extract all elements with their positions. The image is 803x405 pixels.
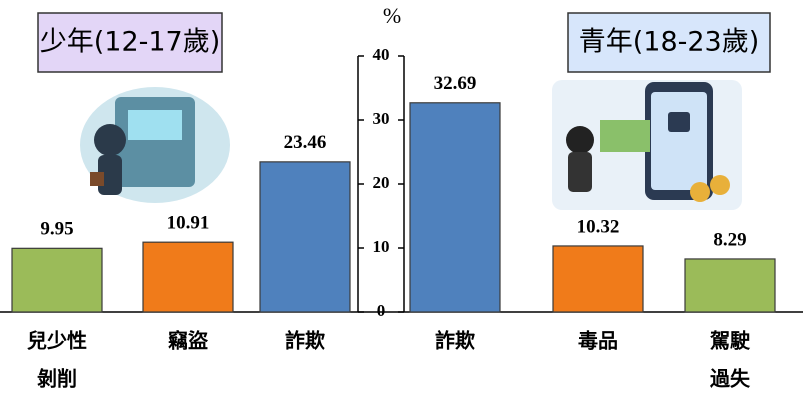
- bar: [409, 102, 501, 313]
- y-tick-label: 10: [373, 237, 390, 256]
- x-tick-label: 詐欺: [285, 329, 325, 353]
- bar: [142, 241, 234, 313]
- x-tick-label: 剝削: [37, 367, 77, 391]
- x-tick-label: 兒少性: [27, 329, 87, 353]
- value-label: 32.69: [434, 73, 477, 94]
- value-label: 9.95: [40, 219, 73, 240]
- bar: [259, 161, 351, 313]
- y-tick-label: 30: [373, 109, 390, 128]
- y-tick-label: 40: [373, 45, 390, 64]
- panel-title: 青年(18-23歲): [579, 27, 760, 58]
- value-label: 23.46: [284, 132, 327, 153]
- value-label: 10.91: [167, 213, 210, 234]
- illustration-atm: [80, 87, 230, 203]
- bar: [684, 258, 776, 313]
- illustration-phone: [552, 80, 742, 210]
- x-tick-label: 詐欺: [435, 329, 475, 353]
- y-axis-label: %: [383, 3, 401, 28]
- panel-title: 少年(12-17歲): [40, 27, 221, 58]
- title-box: [567, 12, 771, 73]
- x-tick-label: 過失: [710, 367, 751, 391]
- y-tick-label: 0: [377, 301, 386, 320]
- y-tick-label: 20: [373, 173, 390, 192]
- bar: [11, 247, 103, 313]
- x-tick-label: 竊盜: [168, 329, 209, 353]
- value-label: 10.32: [577, 216, 620, 237]
- x-tick-label: 毒品: [578, 329, 618, 353]
- value-label: 8.29: [713, 229, 746, 250]
- title-box: [37, 12, 223, 73]
- x-tick-label: 駕駛: [710, 329, 751, 353]
- bar: [552, 245, 644, 313]
